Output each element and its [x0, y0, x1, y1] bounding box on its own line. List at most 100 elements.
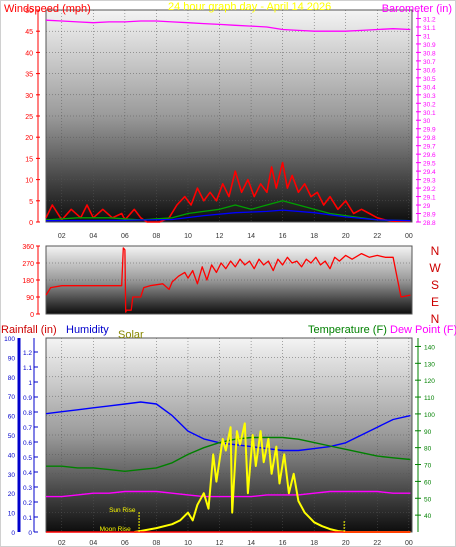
- humidity-tick-label-12: 1.2: [23, 350, 32, 357]
- barometer-tick-label-22: 31: [423, 33, 431, 40]
- wind-x-tick-label-7: 16: [279, 233, 287, 240]
- compass-label-4: N: [431, 312, 440, 326]
- rainfall-tick-label-10: 100: [4, 336, 15, 343]
- wind-x-tick-label-8: 18: [310, 233, 318, 240]
- temperature-tick-label-10: 140: [424, 344, 435, 351]
- barometer-tick-label-4: 29.2: [423, 186, 436, 193]
- temperature-tick-label-0: 40: [424, 513, 432, 520]
- series-solar: [134, 422, 411, 533]
- temperature-tick-label-4: 80: [424, 446, 432, 453]
- barometer-tick-label-9: 29.7: [423, 144, 436, 151]
- direction-tick-label-3: 270: [22, 261, 34, 268]
- rainfall-tick-label-7: 70: [8, 394, 16, 401]
- temperature-axis-title: Temperature (F): [308, 324, 387, 336]
- barometer-tick-label-11: 29.9: [423, 127, 436, 134]
- wind-x-tick-label-0: 02: [58, 233, 66, 240]
- humidity-tick-label-0: 0: [28, 530, 32, 537]
- rainfall-tick-label-4: 40: [8, 452, 16, 459]
- temperature-tick-label-5: 90: [424, 429, 432, 436]
- rainfall-tick-label-1: 10: [8, 511, 16, 518]
- barometer-tick-label-12: 30: [423, 118, 431, 125]
- windspeed-tick-label-8: 40: [25, 50, 33, 57]
- wind-x-tick-label-3: 08: [153, 233, 161, 240]
- temperature-humidity-solar-chart: 010203040506070809010000.10.20.30.40.50.…: [1, 324, 456, 547]
- env-x-tick-label-11: 00: [405, 540, 413, 547]
- barometer-tick-label-21: 30.9: [423, 42, 436, 49]
- barometer-tick-label-23: 31.1: [423, 25, 436, 32]
- humidity-tick-label-3: 0.3: [23, 485, 32, 492]
- series-dew-point: [46, 490, 411, 498]
- direction-tick-label-0: 0: [30, 312, 34, 319]
- env-x-tick-label-3: 08: [153, 540, 161, 547]
- wind-x-tick-label-2: 06: [121, 233, 129, 240]
- barometer-tick-label-15: 30.3: [423, 93, 436, 100]
- compass-label-0: N: [431, 244, 440, 258]
- barometer-tick-label-24: 31.2: [423, 16, 436, 23]
- windspeed-tick-label-6: 30: [25, 93, 33, 100]
- windspeed-tick-label-1: 5: [29, 199, 33, 206]
- series-wind-gust: [45, 161, 411, 223]
- humidity-axis-title: Humidity: [66, 324, 109, 336]
- windspeed-tick-label-9: 45: [25, 29, 33, 36]
- rainfall-tick-label-2: 20: [8, 491, 16, 498]
- humidity-tick-label-10: 1: [28, 380, 32, 387]
- temperature-tick-label-6: 100: [424, 412, 435, 419]
- humidity-tick-label-1: 0.1: [23, 515, 32, 522]
- barometer-tick-label-20: 30.8: [423, 50, 436, 57]
- series-wind-direction: [45, 247, 411, 313]
- dew-point-axis-title: Dew Point (F): [390, 324, 456, 336]
- wind-x-tick-label-1: 04: [89, 233, 97, 240]
- barometer-tick-label-13: 30.1: [423, 110, 436, 117]
- wind-x-tick-label-5: 12: [216, 233, 224, 240]
- direction-tick-label-2: 180: [22, 278, 34, 285]
- direction-tick-label-1: 90: [26, 295, 34, 302]
- barometer-tick-label-14: 30.2: [423, 101, 436, 108]
- rainfall-tick-label-9: 90: [8, 355, 16, 362]
- env-x-tick-label-5: 12: [216, 540, 224, 547]
- humidity-tick-label-2: 0.2: [23, 500, 32, 507]
- compass-label-2: S: [431, 278, 439, 292]
- series-barometer: [45, 19, 411, 32]
- windspeed-tick-label-2: 10: [25, 178, 33, 185]
- barometer-tick-label-8: 29.6: [423, 152, 436, 159]
- env-x-tick-label-10: 22: [373, 540, 381, 547]
- series-wind-avg: [45, 209, 411, 222]
- temperature-tick-label-7: 110: [424, 395, 435, 402]
- barometer-tick-label-18: 30.6: [423, 67, 436, 74]
- env-x-tick-label-8: 18: [310, 540, 318, 547]
- direction-tick-label-4: 360: [22, 244, 34, 251]
- windspeed-tick-label-7: 35: [25, 72, 33, 79]
- wind-x-tick-label-10: 22: [373, 233, 381, 240]
- barometer-tick-label-7: 29.5: [423, 161, 436, 168]
- humidity-tick-label-9: 0.9: [23, 395, 32, 402]
- wind-barometer-chart: 0510152025303540455028.828.92929.129.229…: [4, 1, 452, 240]
- barometer-tick-label-0: 28.8: [423, 220, 436, 227]
- sun-rise-label: Sun Rise: [109, 507, 136, 514]
- windspeed-tick-label-4: 20: [25, 135, 33, 142]
- rainfall-tick-label-6: 60: [8, 414, 16, 421]
- barometer-tick-label-1: 28.9: [423, 212, 436, 219]
- compass-label-1: W: [429, 261, 441, 275]
- wind-x-tick-label-9: 20: [342, 233, 350, 240]
- barometer-tick-label-5: 29.3: [423, 178, 436, 185]
- barometer-tick-label-16: 30.4: [423, 84, 436, 91]
- windspeed-tick-label-10: 50: [25, 8, 33, 15]
- windspeed-tick-label-5: 25: [25, 114, 33, 121]
- humidity-tick-label-6: 0.6: [23, 440, 32, 447]
- rainfall-tick-label-5: 50: [8, 433, 16, 440]
- temperature-tick-label-3: 70: [424, 463, 432, 470]
- temperature-tick-label-9: 130: [424, 361, 435, 368]
- barometer-tick-label-6: 29.4: [423, 169, 436, 176]
- windspeed-tick-label-3: 15: [25, 156, 33, 163]
- barometer-tick-label-3: 29.1: [423, 195, 436, 202]
- temperature-tick-label-1: 50: [424, 496, 432, 503]
- rainfall-tick-label-3: 30: [8, 472, 16, 479]
- env-x-tick-label-9: 20: [342, 540, 350, 547]
- env-x-tick-label-2: 06: [121, 540, 129, 547]
- moon-rise-label: Moon Rise: [100, 526, 131, 533]
- env-x-tick-label-7: 16: [279, 540, 287, 547]
- humidity-tick-label-4: 0.4: [23, 470, 32, 477]
- windspeed-axis-title: Windspeed (mph): [4, 3, 91, 15]
